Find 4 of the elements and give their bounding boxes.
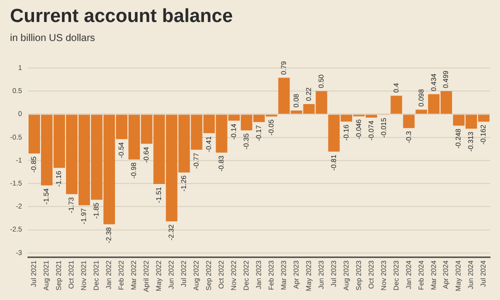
chart-title: Current account balance [10, 6, 233, 28]
bar [390, 96, 402, 114]
chart-subtitle: in billion US dollars [10, 33, 96, 44]
bar [403, 114, 415, 128]
